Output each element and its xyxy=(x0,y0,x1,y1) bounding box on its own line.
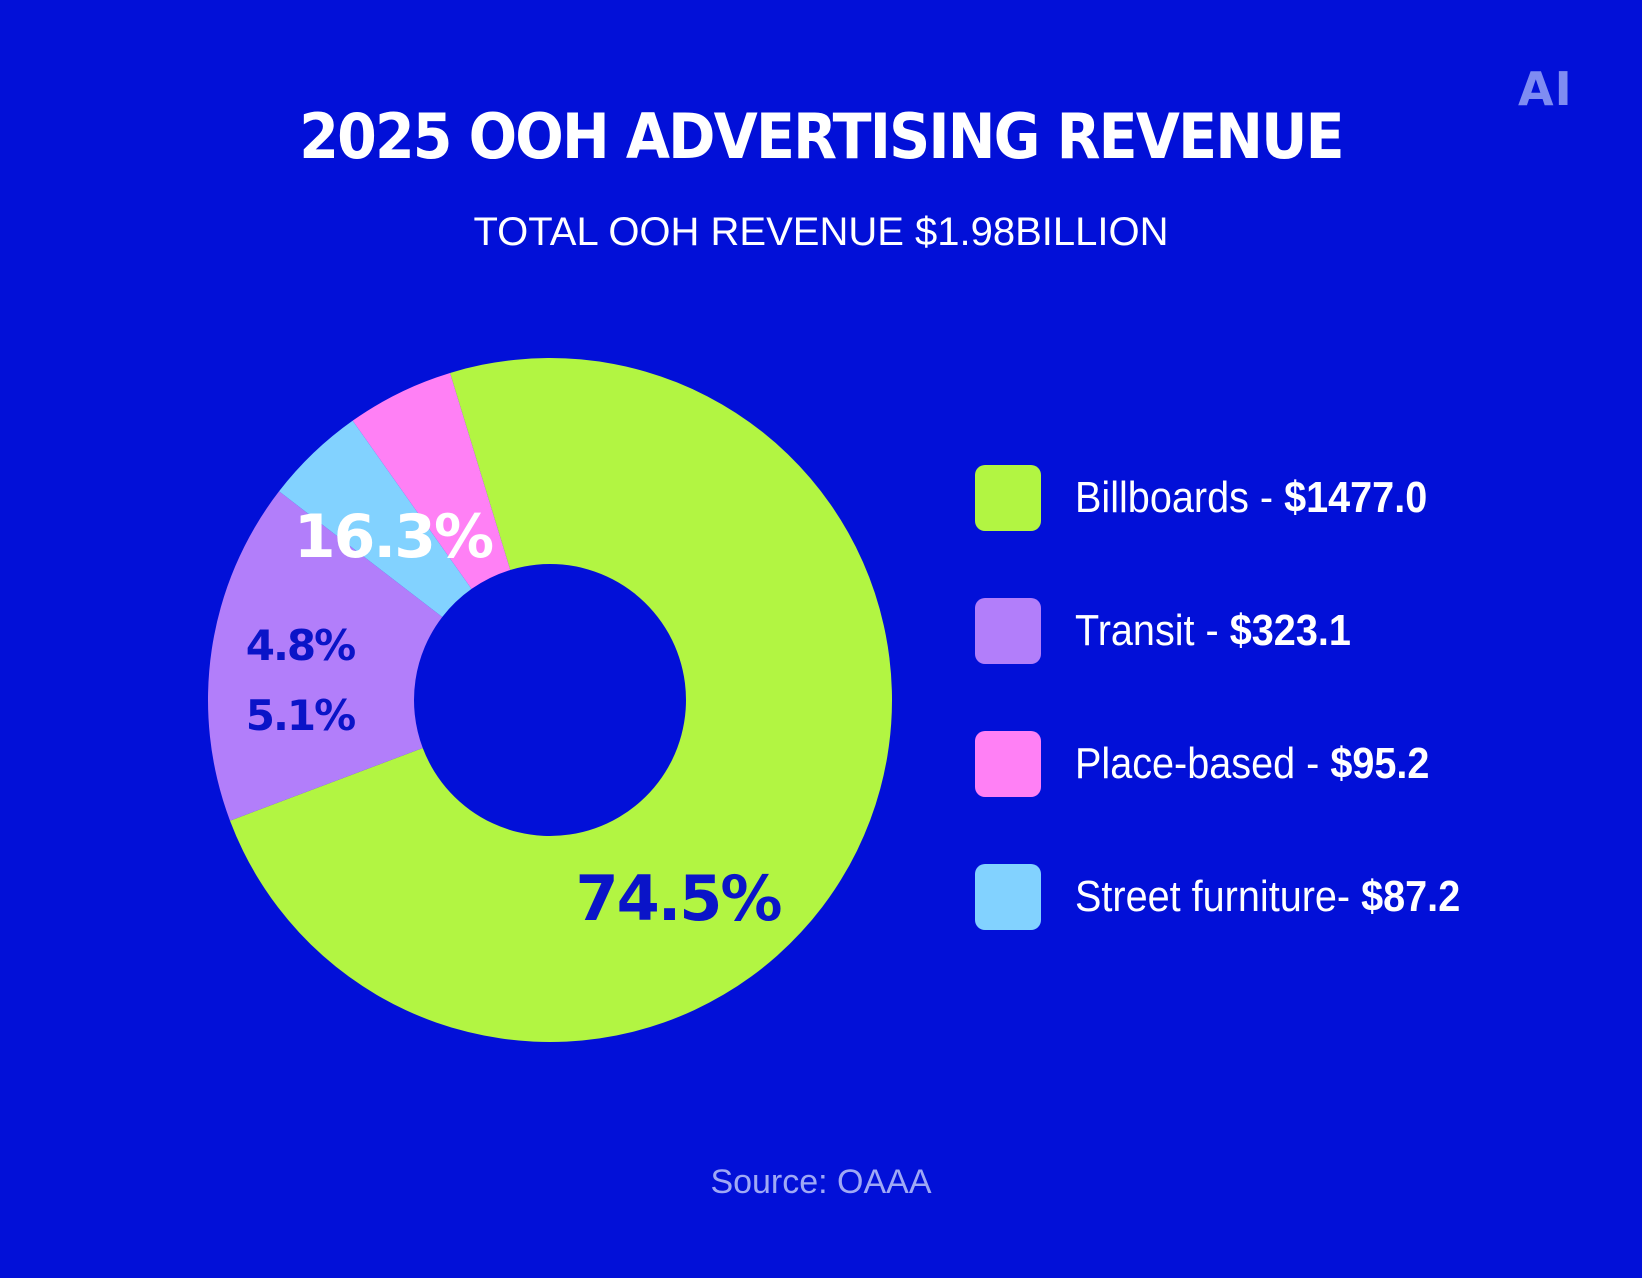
legend-swatch xyxy=(975,598,1041,664)
slice-billboards xyxy=(230,358,892,1043)
slice-label-transit: 16.3% xyxy=(294,502,493,572)
chart-subtitle: TOTAL OOH REVENUE $1.98BILLION xyxy=(473,210,1169,254)
legend-swatch xyxy=(975,864,1041,930)
legend-item-billboards: Billboards - $1477.0 xyxy=(975,465,1503,531)
slice-label-place-based: 5.1% xyxy=(246,691,355,740)
slice-street-furniture xyxy=(279,420,472,618)
legend-name: Billboards - xyxy=(1075,473,1285,522)
slice-place-based xyxy=(352,372,511,589)
chart-legend: Billboards - $1477.0 Transit - $323.1 Pl… xyxy=(975,465,1503,997)
brand-logo: AI xyxy=(1518,62,1573,116)
legend-label: Transit - $323.1 xyxy=(1075,606,1351,656)
legend-value: $323.1 xyxy=(1229,606,1351,655)
source-note: Source: OAAA xyxy=(710,1163,932,1201)
legend-swatch xyxy=(975,465,1041,531)
legend-label: Billboards - $1477.0 xyxy=(1075,473,1427,523)
legend-value: $87.2 xyxy=(1361,872,1461,921)
legend-label: Street furniture- $87.2 xyxy=(1075,872,1460,922)
legend-swatch xyxy=(975,731,1041,797)
legend-item-place-based: Place-based - $95.2 xyxy=(975,731,1503,797)
legend-value: $1477.0 xyxy=(1284,473,1428,522)
slice-label-billboards: 74.5% xyxy=(575,862,781,935)
legend-name: Transit - xyxy=(1075,606,1230,655)
legend-label: Place-based - $95.2 xyxy=(1075,739,1429,789)
legend-value: $95.2 xyxy=(1330,739,1430,788)
legend-item-transit: Transit - $323.1 xyxy=(975,598,1503,664)
slice-transit xyxy=(208,491,443,821)
legend-item-street-furniture: Street furniture- $87.2 xyxy=(975,864,1503,930)
legend-name: Street furniture- xyxy=(1075,872,1362,921)
legend-name: Place-based - xyxy=(1075,739,1331,788)
chart-title: 2025 OOH ADVERTISING REVENUE xyxy=(299,100,1344,173)
slice-label-street-furniture: 4.8% xyxy=(246,621,355,670)
